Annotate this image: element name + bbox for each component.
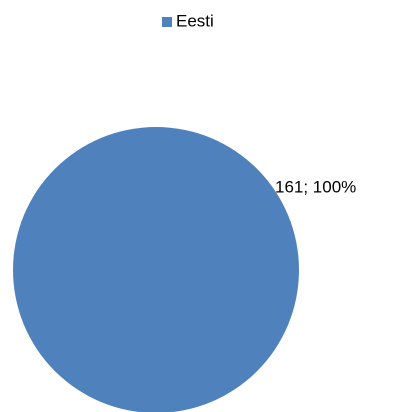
legend-swatch [162, 17, 172, 27]
legend-label: Eesti [176, 11, 214, 30]
pie-slice [13, 127, 299, 412]
data-label: 161; 100% [275, 177, 356, 196]
